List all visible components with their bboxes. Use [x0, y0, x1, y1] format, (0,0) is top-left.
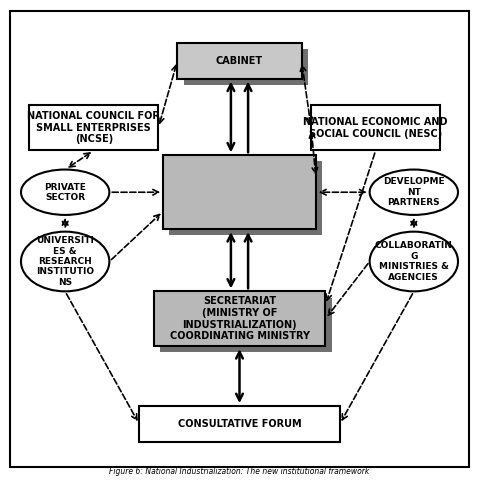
Text: UNIVERSITI
ES &
RESEARCH
INSTITUTIO
NS: UNIVERSITI ES & RESEARCH INSTITUTIO NS	[36, 236, 94, 287]
Bar	[169, 161, 322, 236]
Ellipse shape	[21, 232, 109, 291]
Ellipse shape	[370, 169, 458, 215]
Bar	[29, 105, 158, 150]
Bar	[139, 406, 340, 442]
Text: DEVELOPME
NT
PARTNERS: DEVELOPME NT PARTNERS	[383, 177, 445, 207]
Text: PRIVATE
SECTOR: PRIVATE SECTOR	[44, 182, 86, 202]
Bar	[177, 43, 302, 79]
Bar	[183, 49, 308, 85]
Text: COLLABORATIN
G
MINISTRIES &
AGENCIES: COLLABORATIN G MINISTRIES & AGENCIES	[375, 241, 453, 282]
Text: NATIONAL ECONOMIC AND
SOCIAL COUNCIL (NESC): NATIONAL ECONOMIC AND SOCIAL COUNCIL (NE…	[303, 117, 448, 139]
Text: NATIONAL COUNCIL FOR
SMALL ENTERPRISES
(NCSE): NATIONAL COUNCIL FOR SMALL ENTERPRISES (…	[27, 111, 160, 144]
Text: SECRETARIAT
(MINISTRY OF
INDUSTRIALIZATION)
COORDINATING MINISTRY: SECRETARIAT (MINISTRY OF INDUSTRIALIZATI…	[170, 297, 309, 341]
Text: CABINET: CABINET	[216, 56, 263, 66]
Bar	[311, 105, 440, 150]
Bar	[163, 155, 316, 229]
Bar	[154, 291, 325, 346]
Text: CONSULTATIVE FORUM: CONSULTATIVE FORUM	[178, 419, 301, 429]
Bar	[160, 298, 331, 352]
Text: Figure 6: National Industrialization: The new institutional framework: Figure 6: National Industrialization: Th…	[109, 468, 370, 477]
Ellipse shape	[370, 232, 458, 291]
Ellipse shape	[21, 169, 109, 215]
